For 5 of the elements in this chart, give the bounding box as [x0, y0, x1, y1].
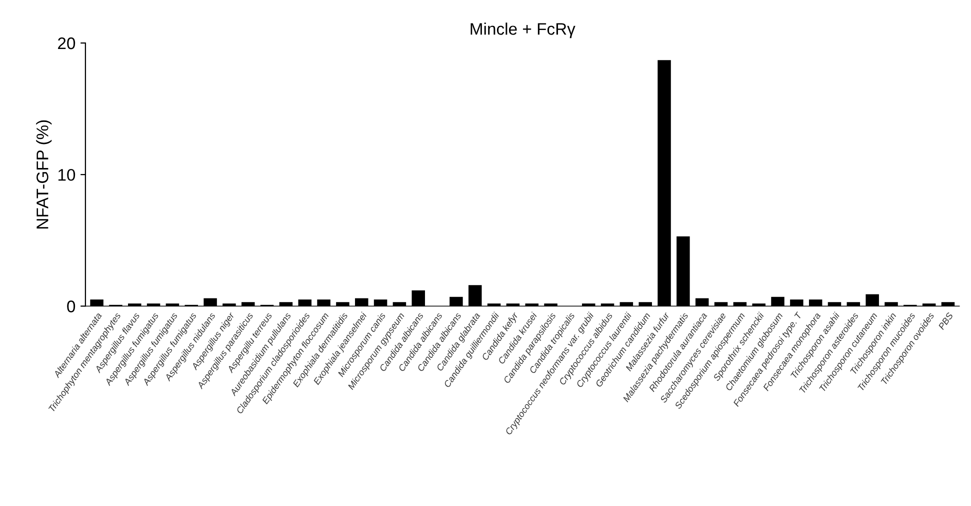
y-tick-label: 20: [58, 37, 76, 50]
chart-title: Mincle + FcRγ: [470, 22, 576, 38]
y-tick-label: 10: [58, 168, 76, 181]
y-tick-label: 0: [67, 300, 76, 312]
y-axis-title: NFAT-GFP (%): [36, 120, 52, 228]
